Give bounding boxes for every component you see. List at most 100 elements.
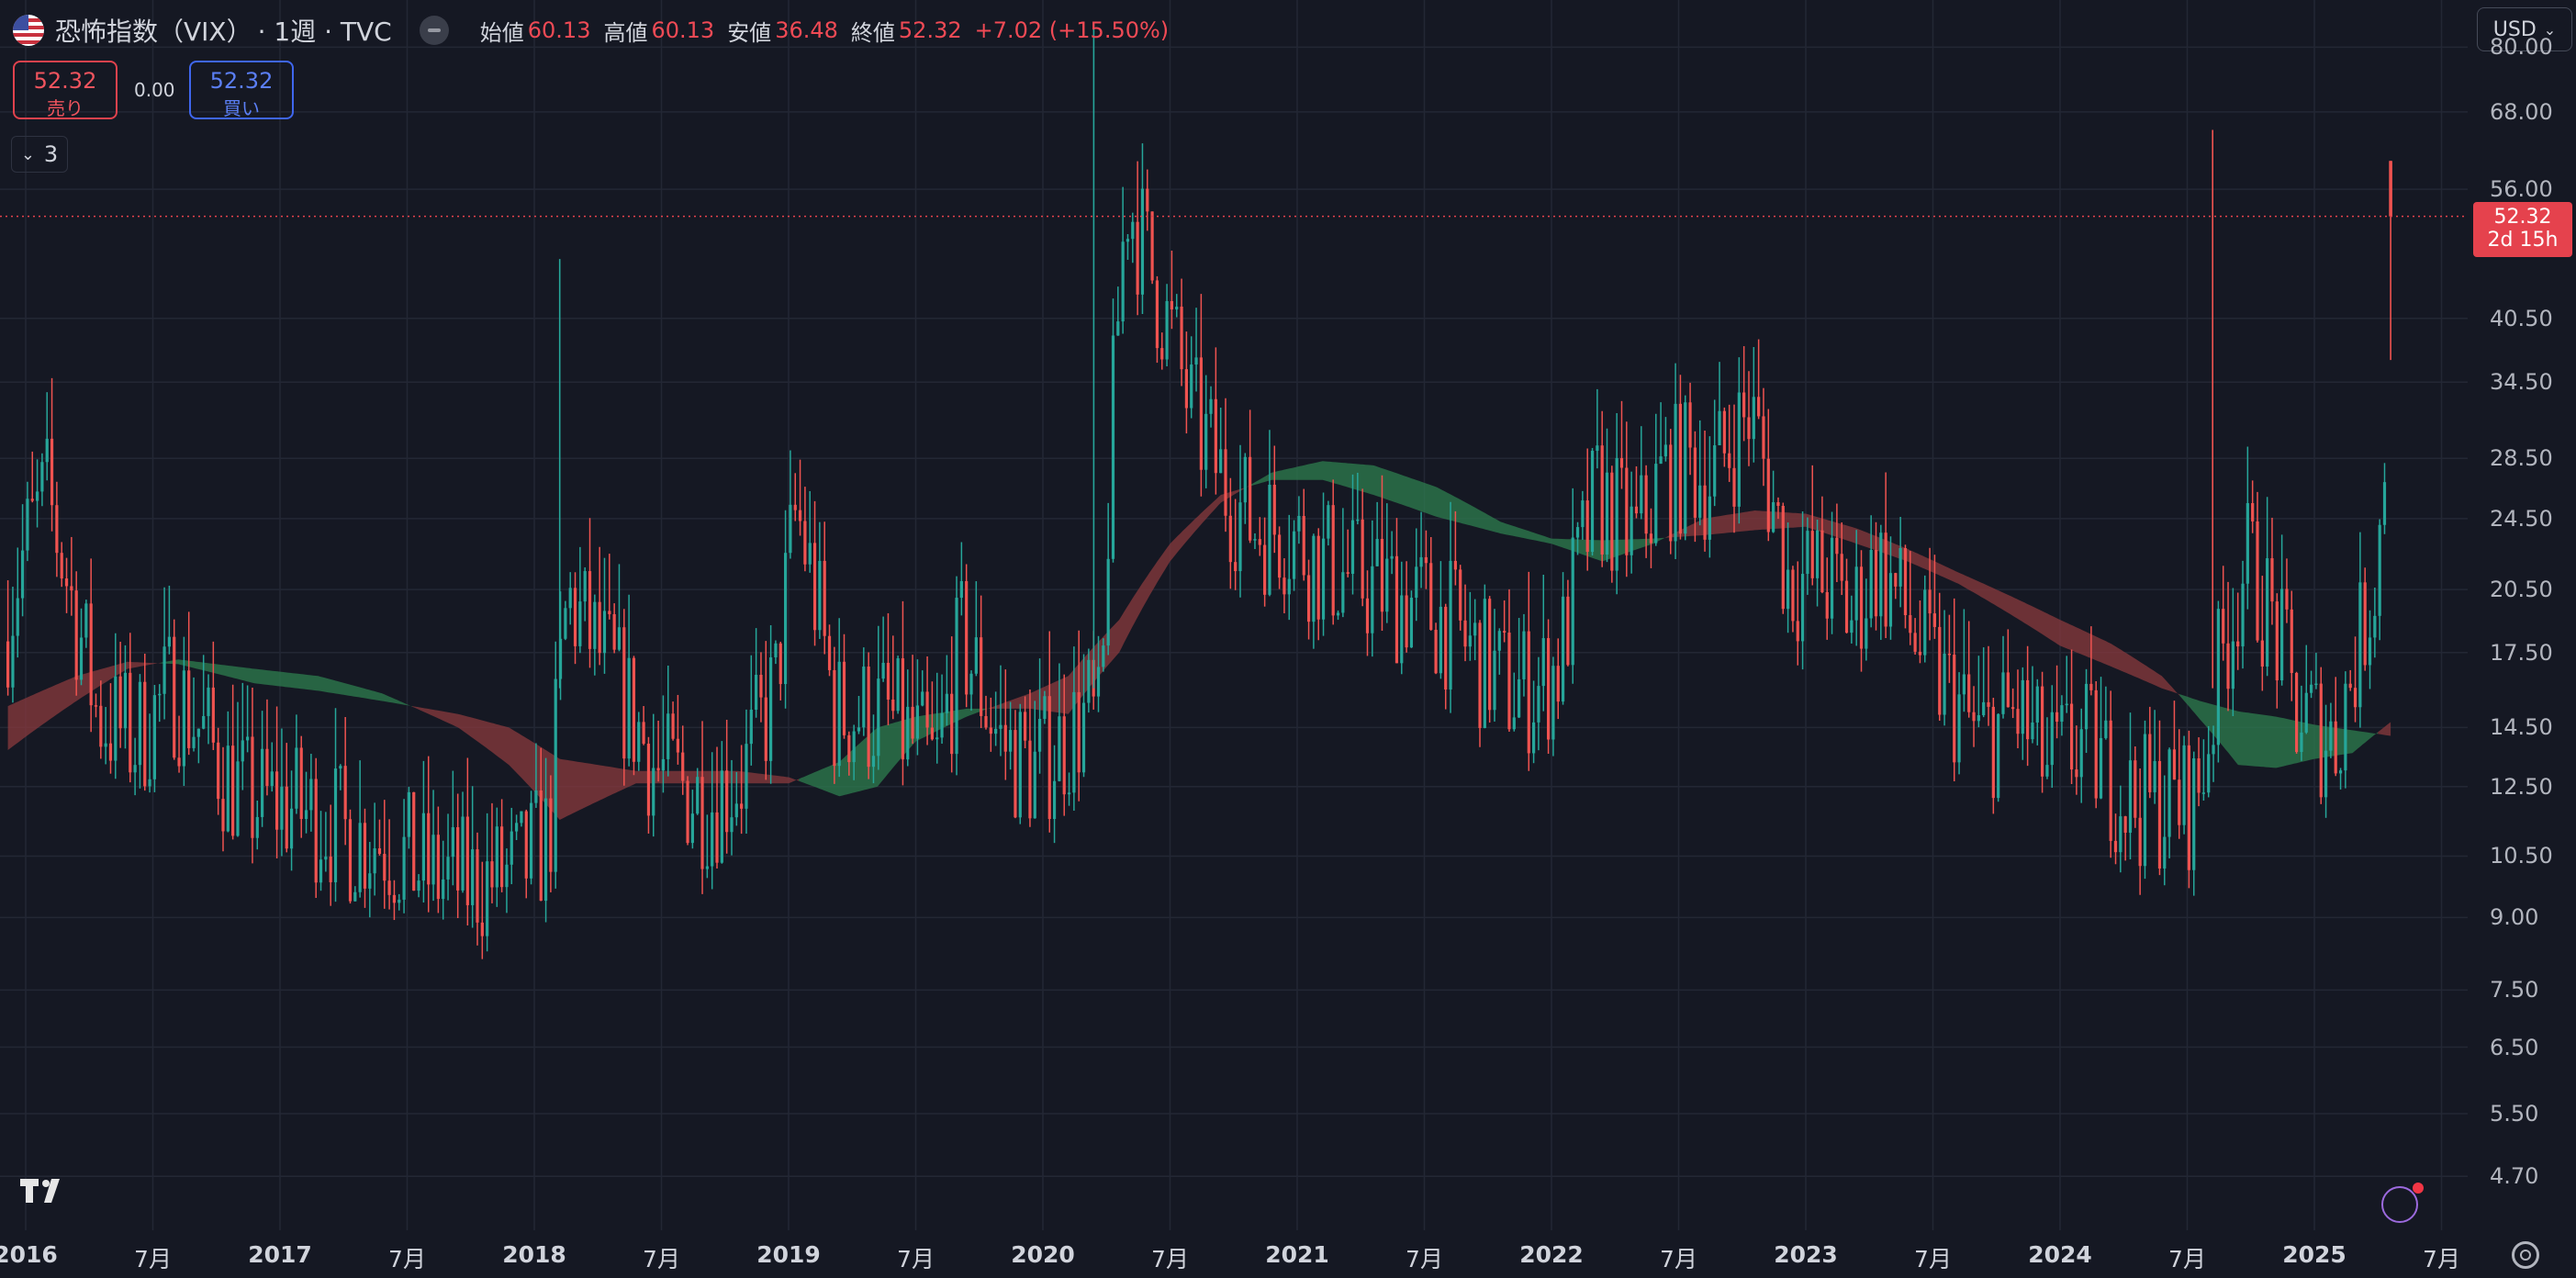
candle-body <box>353 891 357 902</box>
candle <box>495 807 498 907</box>
chevron-down-icon: ⌄ <box>20 144 35 164</box>
candle <box>2123 815 2127 861</box>
candle <box>1585 448 1589 571</box>
candle-body <box>108 743 113 761</box>
candle <box>1365 570 1370 656</box>
candle-body <box>1693 447 1697 518</box>
candle-body <box>1688 402 1692 448</box>
candle-body <box>696 777 700 814</box>
candle <box>696 768 700 815</box>
candle <box>431 790 435 902</box>
candle-body <box>1619 457 1624 468</box>
candle <box>2021 667 2024 760</box>
candle <box>231 684 235 840</box>
candle-body <box>319 859 323 883</box>
buy-label: 買い <box>223 97 260 119</box>
candle-body <box>1991 706 1995 799</box>
candle <box>1600 410 1604 567</box>
candle <box>583 566 587 622</box>
candle <box>1693 431 1697 543</box>
candle <box>1527 571 1530 771</box>
candle-body <box>1224 449 1227 516</box>
lightning-icon[interactable] <box>2381 1183 2424 1223</box>
candle-body <box>2334 721 2337 774</box>
candle-body <box>886 662 890 700</box>
candle <box>89 558 93 733</box>
candle <box>627 594 631 767</box>
market-closed-icon[interactable] <box>419 16 449 45</box>
candle-body <box>2236 641 2240 647</box>
candle-body <box>1913 633 1917 652</box>
candle-body <box>1096 667 1101 697</box>
candle-body <box>173 636 176 758</box>
candle <box>2290 590 2293 701</box>
candle <box>2222 566 2225 661</box>
last-price-label: 52.32 2d 15h <box>2473 201 2572 257</box>
candle-body <box>1957 694 1961 763</box>
candle-body <box>1630 506 1633 555</box>
candle-body <box>1052 780 1057 820</box>
candle <box>358 760 362 898</box>
indicators-toggle[interactable]: ⌄ 3 <box>11 136 68 173</box>
candle-body <box>1654 464 1658 544</box>
candle-body <box>1488 599 1492 711</box>
candle-body <box>2006 672 2010 708</box>
us-flag-icon[interactable] <box>13 15 44 46</box>
low-value: 36.48 <box>775 17 838 43</box>
candle-body <box>1282 577 1286 595</box>
candle-body <box>769 657 773 761</box>
candle <box>1292 520 1296 591</box>
time-tick: 2020 <box>1011 1241 1075 1268</box>
candle-body <box>1909 615 1912 633</box>
candle <box>666 665 670 777</box>
candle-body <box>608 611 611 614</box>
symbol-name[interactable]: 恐怖指数（VIX） <box>55 17 252 47</box>
time-tick: 2018 <box>502 1241 566 1268</box>
candle <box>1537 656 1540 751</box>
candle <box>1356 472 1360 525</box>
candle <box>2382 463 2387 534</box>
candle-body <box>1199 357 1203 470</box>
candle <box>1590 447 1595 556</box>
tradingview-logo-icon[interactable] <box>20 1177 75 1205</box>
candle-body <box>436 835 440 900</box>
candle <box>1058 663 1061 782</box>
candle-body <box>143 681 147 787</box>
candle-body <box>2324 750 2328 798</box>
candle-body <box>1087 659 1091 703</box>
candle <box>2304 645 2308 734</box>
candle <box>1688 382 1692 476</box>
candle <box>465 757 469 926</box>
candle <box>1180 278 1183 387</box>
candle-body <box>104 743 107 747</box>
settings-gear-icon[interactable] <box>2512 1241 2539 1269</box>
close-label: 終値 <box>850 19 895 46</box>
time-tick: 2017 <box>248 1241 312 1268</box>
candle <box>1806 517 1809 595</box>
candle-body <box>1947 653 1951 656</box>
candle-body <box>2329 721 2333 751</box>
candle-body <box>554 678 557 872</box>
candle-body <box>1102 645 1105 667</box>
candle <box>734 771 738 826</box>
candle <box>1415 528 1418 622</box>
candle <box>529 790 533 885</box>
candle <box>1674 363 1677 560</box>
candle-body <box>646 744 651 816</box>
candle-body <box>74 590 78 680</box>
candle-body <box>1214 398 1217 474</box>
candle-body <box>842 661 846 735</box>
candle <box>118 641 122 748</box>
currency-select[interactable]: USD ⌄ <box>2477 7 2572 51</box>
candle-body <box>945 693 948 713</box>
candle-body <box>901 658 905 760</box>
candle-body <box>896 658 900 712</box>
candle <box>20 504 25 617</box>
interval-source[interactable]: · 1週 · TVC <box>257 17 392 47</box>
candle <box>818 521 822 639</box>
buy-button[interactable]: 52.32 買い <box>189 61 294 119</box>
sell-button[interactable]: 52.32 売り <box>13 61 118 119</box>
candle-body <box>1409 598 1414 648</box>
price-tick: 20.50 <box>2490 577 2553 603</box>
